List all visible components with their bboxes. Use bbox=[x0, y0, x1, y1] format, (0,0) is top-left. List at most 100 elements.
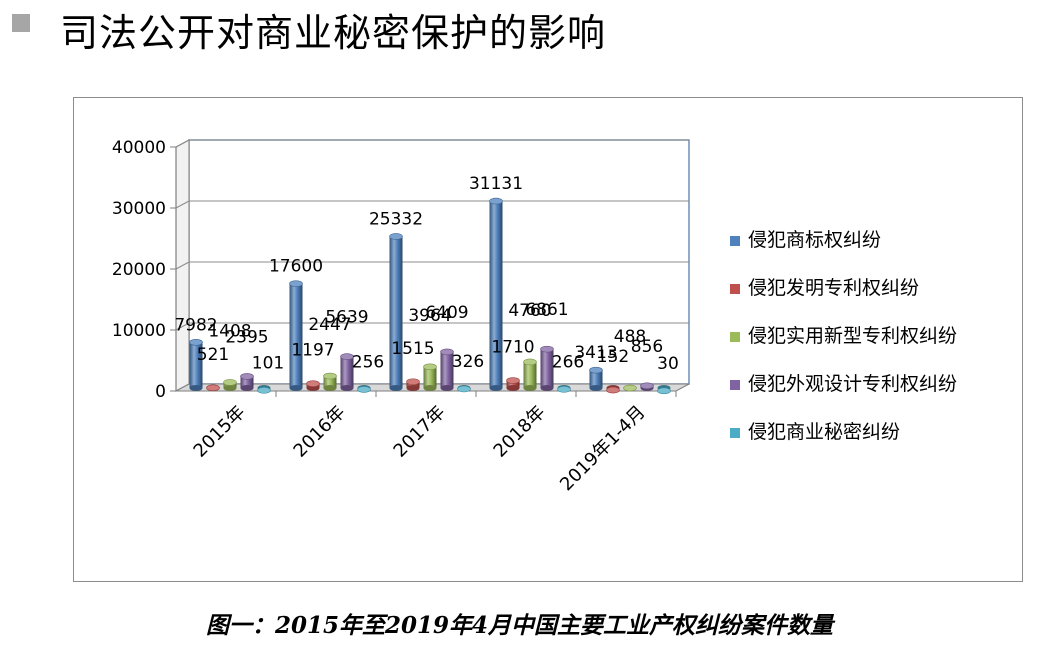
bar-top bbox=[657, 387, 671, 395]
bar-top bbox=[357, 386, 371, 393]
bar-base bbox=[440, 385, 454, 391]
bar-top bbox=[606, 386, 620, 394]
x-tick-label: 2015年 bbox=[190, 402, 250, 462]
bar-top bbox=[623, 384, 637, 392]
y-tick-label: 20000 bbox=[112, 260, 166, 280]
bar-base bbox=[506, 385, 520, 391]
bar-top bbox=[406, 378, 420, 386]
legend-swatch bbox=[730, 284, 740, 294]
bar bbox=[589, 370, 603, 388]
legend-swatch bbox=[730, 236, 740, 246]
legend-swatch bbox=[730, 332, 740, 342]
bar bbox=[523, 361, 537, 388]
data-label: 1515 bbox=[391, 339, 434, 359]
legend-label: 侵犯商业秘密纠纷 bbox=[748, 421, 900, 443]
x-tick-label: 2017年 bbox=[390, 402, 450, 462]
bar-top bbox=[257, 387, 271, 394]
data-label: 856 bbox=[631, 337, 663, 357]
data-label: 6861 bbox=[525, 300, 568, 320]
data-label: 326 bbox=[452, 352, 484, 372]
slide-title: 司法公开对商业秘密保护的影响 bbox=[60, 11, 607, 55]
y-tick-label: 10000 bbox=[112, 321, 166, 341]
bar-base bbox=[289, 385, 303, 391]
bar-top bbox=[240, 373, 254, 380]
bar-top bbox=[389, 233, 403, 240]
y-tick-label: 30000 bbox=[112, 199, 166, 219]
data-label: 1710 bbox=[491, 338, 534, 358]
figure-caption: 图一：2015年至2019年4月中国主要工业产权纠纷案件数量 bbox=[205, 612, 834, 639]
bar bbox=[340, 356, 354, 388]
gridline-side bbox=[175, 322, 190, 331]
bar-top bbox=[506, 377, 520, 384]
y-tick-label: 40000 bbox=[112, 138, 166, 158]
bar-top bbox=[340, 353, 354, 360]
bar-base bbox=[189, 385, 203, 391]
data-label: 30 bbox=[657, 354, 679, 374]
bar-top bbox=[457, 385, 471, 393]
bar-top bbox=[423, 363, 437, 371]
x-tick-label: 2018年 bbox=[490, 402, 550, 462]
bar bbox=[506, 380, 520, 388]
bar bbox=[323, 376, 337, 388]
bar bbox=[240, 376, 254, 388]
bar bbox=[540, 349, 554, 388]
bar-base bbox=[423, 385, 437, 391]
bar-base bbox=[223, 385, 237, 391]
data-label: 1197 bbox=[291, 341, 334, 361]
bar bbox=[423, 366, 437, 388]
bar bbox=[440, 351, 454, 388]
legend-label: 侵犯发明专利权纠纷 bbox=[748, 277, 919, 299]
bar-top bbox=[540, 345, 554, 353]
data-label: 488 bbox=[614, 327, 646, 347]
x-tick-label: 2016年 bbox=[290, 402, 350, 462]
data-label: 17600 bbox=[269, 257, 323, 277]
bar-base bbox=[523, 385, 537, 391]
bar-top bbox=[489, 197, 503, 205]
x-tick-label: 2019年1-4月 bbox=[556, 402, 649, 495]
gridline-side bbox=[175, 139, 190, 148]
gridline-side bbox=[175, 200, 190, 209]
legend-label: 侵犯商标权纠纷 bbox=[748, 229, 881, 251]
y-tick-label: 0 bbox=[155, 382, 166, 402]
bar-top bbox=[306, 380, 320, 387]
bar bbox=[289, 283, 303, 388]
data-label: 3413 bbox=[574, 343, 617, 363]
bar-base bbox=[389, 385, 403, 391]
legend-label: 侵犯实用新型专利权纠纷 bbox=[748, 325, 957, 347]
bar-base bbox=[540, 385, 554, 391]
gridline-side bbox=[175, 261, 190, 270]
data-label: 101 bbox=[252, 353, 284, 373]
data-label: 3964 bbox=[408, 306, 451, 326]
bar-top bbox=[189, 339, 203, 346]
data-label: 256 bbox=[352, 352, 384, 372]
data-label: 31131 bbox=[469, 174, 523, 194]
data-label: 4760 bbox=[508, 301, 551, 321]
bar-base bbox=[340, 385, 354, 391]
bar-base bbox=[489, 385, 503, 391]
legend-label: 侵犯外观设计专利权纠纷 bbox=[748, 373, 957, 395]
chart-frame: 0 10000 20000 30000 40000 7982 521 1408 2395 101 1… bbox=[73, 97, 1023, 582]
data-label: 6409 bbox=[425, 303, 468, 323]
data-label: 7982 bbox=[174, 315, 217, 335]
bar-base bbox=[323, 385, 337, 391]
data-label: 2447 bbox=[308, 315, 351, 335]
legend-swatch bbox=[730, 428, 740, 438]
bar bbox=[389, 236, 403, 388]
data-label: 2395 bbox=[225, 327, 268, 347]
data-label: 5639 bbox=[325, 308, 368, 328]
bar-top bbox=[557, 386, 571, 393]
data-label: 1408 bbox=[208, 321, 251, 341]
bar-top bbox=[223, 379, 237, 386]
bar-top bbox=[440, 348, 454, 356]
data-label: 521 bbox=[197, 345, 229, 365]
bar-top bbox=[206, 384, 220, 392]
legend-swatch bbox=[730, 380, 740, 390]
bar-top bbox=[289, 280, 303, 287]
bar-base bbox=[240, 385, 254, 391]
bar bbox=[489, 201, 503, 388]
data-label: 152 bbox=[597, 347, 629, 367]
bar-base bbox=[406, 385, 420, 391]
data-label: 266 bbox=[552, 352, 584, 372]
data-label: 25332 bbox=[369, 209, 423, 229]
